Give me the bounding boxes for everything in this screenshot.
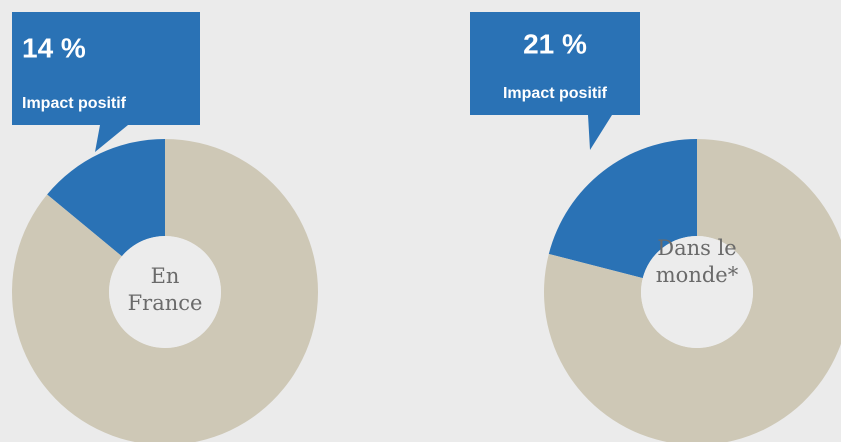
- category-label: Impact positif: [503, 85, 608, 102]
- donut-hole: [109, 236, 221, 348]
- value-label: 14 %: [22, 32, 86, 63]
- callout: 14 % Impact positif: [12, 12, 200, 152]
- donut-segment: [544, 139, 841, 442]
- donut-center-label: En France: [127, 264, 203, 315]
- value-label: 21 %: [523, 28, 587, 59]
- donut-center-label: Dans le monde*: [655, 236, 739, 287]
- callout: 21 % Impact positif: [470, 12, 640, 150]
- donut-segment: [12, 139, 318, 442]
- donut-segment: [548, 139, 697, 279]
- category-label: Impact positif: [22, 95, 127, 112]
- donut-hole: [641, 236, 753, 348]
- callout-box: [470, 12, 640, 150]
- callout-box: [12, 12, 200, 152]
- donut-segment: [47, 139, 165, 257]
- donuts: [12, 139, 841, 442]
